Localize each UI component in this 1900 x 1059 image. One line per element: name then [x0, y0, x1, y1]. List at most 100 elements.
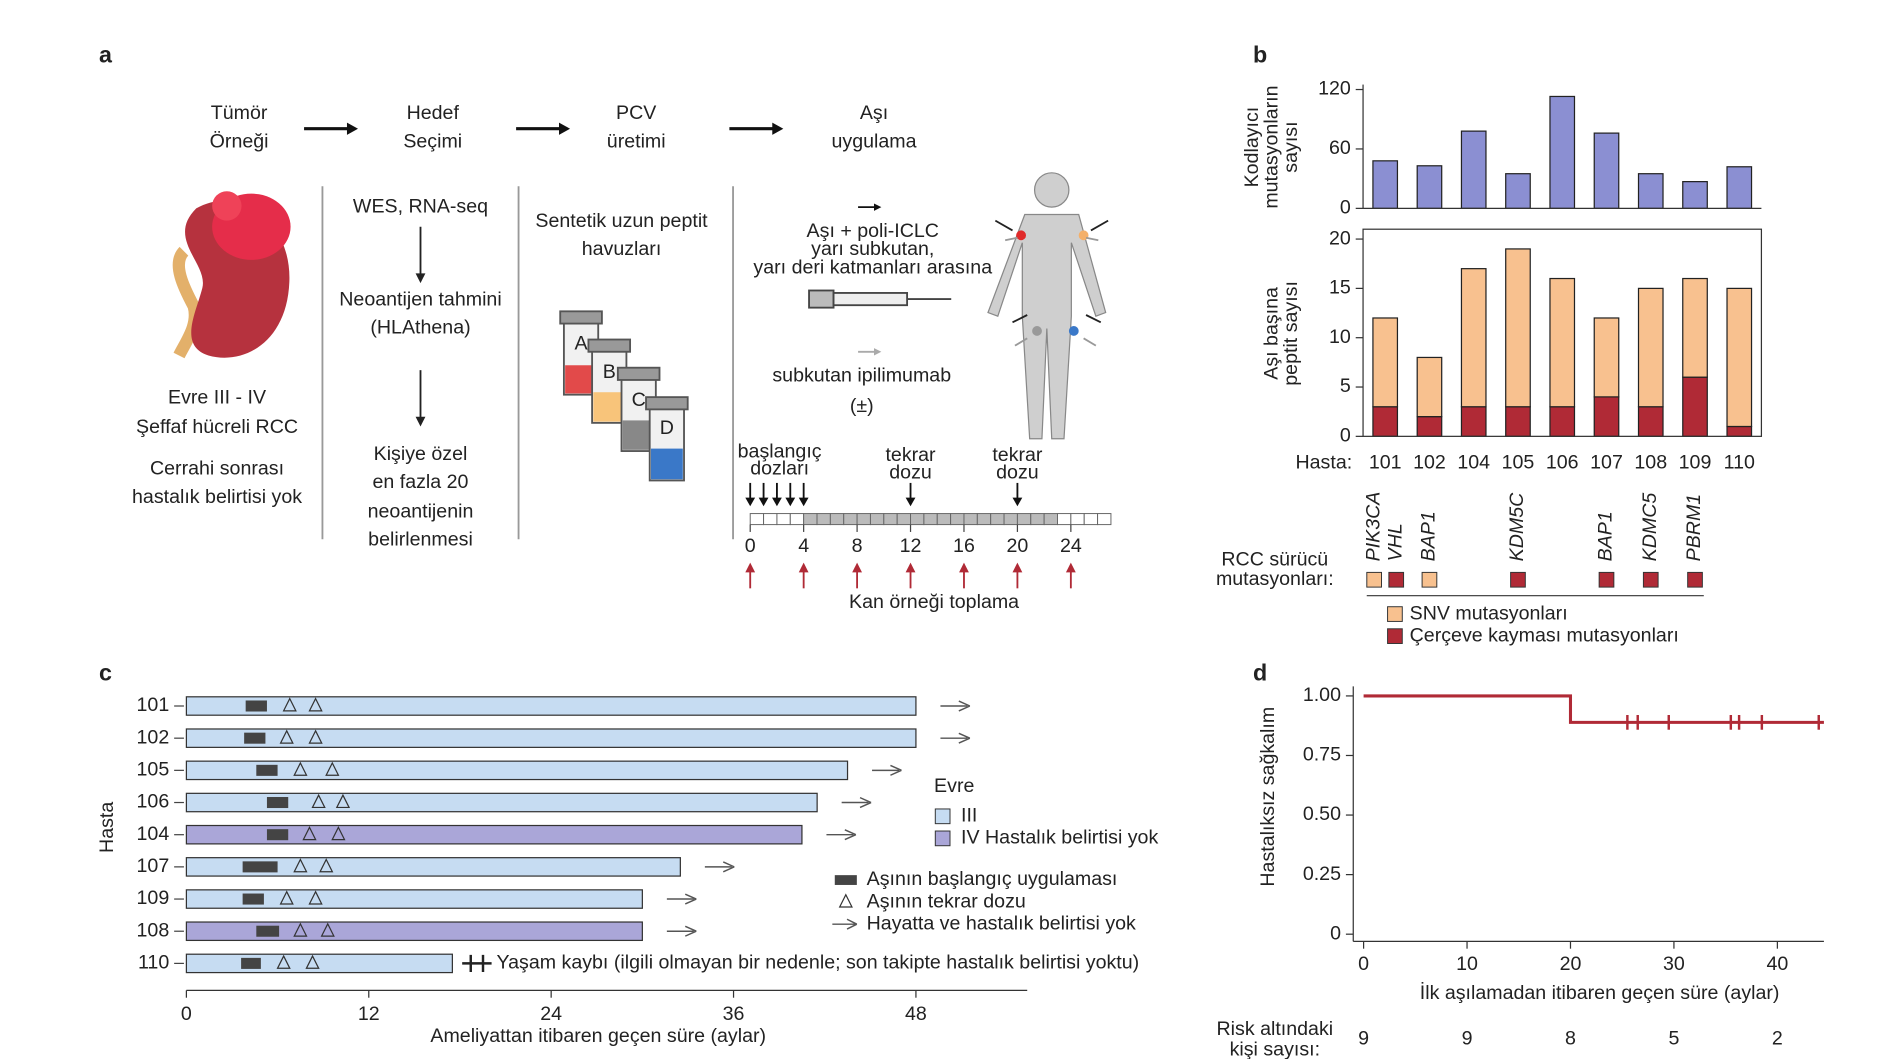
x-tick-label: 36 [723, 1003, 745, 1025]
alive-arrow-head [859, 796, 872, 809]
blood-arrow-head [745, 562, 756, 573]
timeline-cell [910, 513, 925, 526]
x-tick-label: 48 [905, 1003, 927, 1025]
bar-segment [1416, 416, 1443, 437]
boost-mark [320, 922, 335, 937]
driver-marker [1687, 571, 1703, 588]
drivers-label: mutasyonları: [1216, 568, 1334, 590]
y-tick-label: 0 [1330, 922, 1341, 944]
panel-label: d [1253, 659, 1267, 685]
y-tick-label: 10 [1329, 326, 1351, 348]
bar-segment [1460, 406, 1487, 437]
y-axis-label: mutasyonların [1261, 85, 1283, 208]
panel-label: a [99, 42, 113, 68]
blood-arrow-head [905, 562, 916, 573]
y-axis-label: Kodlayıcı [1241, 107, 1263, 188]
selection-text: WES, RNA-seq [353, 195, 488, 217]
y-axis-label: Aşı başına [1261, 287, 1283, 380]
timeline-cell [1043, 513, 1058, 526]
alive-arrow-head [844, 829, 857, 841]
selection-text: en fazla 20 [373, 471, 469, 493]
x-tick-label: 20 [1560, 953, 1582, 975]
alive-arrow-head [684, 925, 697, 937]
bar-segment [1726, 287, 1753, 428]
x-axis-label: İlk aşılamadan itibaren geçen süre (ayla… [1420, 981, 1780, 1004]
row-label: 108 [137, 919, 170, 941]
panel-label: c [99, 659, 112, 685]
human-figure [987, 172, 1109, 440]
bar [185, 728, 917, 748]
driver-marker [1598, 571, 1615, 588]
driver-marker [1366, 571, 1383, 588]
boost-mark [335, 793, 351, 809]
bar-segment [1416, 356, 1443, 418]
selection-text: Kişiye özel [374, 443, 468, 465]
y-axis-label: Hasta [96, 802, 118, 853]
selection-text: (HLAthena) [370, 317, 470, 339]
boost-mark [331, 825, 346, 841]
boost-label: tekrar [885, 444, 936, 466]
alive-arrow-head [958, 700, 971, 712]
y-tick-label: 1.00 [1303, 684, 1341, 706]
x-tick-label: 105 [1502, 452, 1535, 474]
at-risk-count: 9 [1462, 1028, 1473, 1050]
at-risk-count: 5 [1668, 1028, 1679, 1050]
separators [321, 186, 734, 540]
timeline-tick-label: 8 [852, 535, 863, 557]
timeline-cell [950, 513, 965, 526]
x-tick-label: 110 [1724, 452, 1755, 474]
prime-mark [266, 797, 289, 809]
bar-segment [1593, 396, 1620, 437]
timeline-tick-label: 20 [1007, 535, 1029, 557]
bar [185, 953, 453, 974]
driver-gene: VHL [1384, 523, 1406, 561]
bar-segment [1372, 317, 1399, 408]
alive-arrow-head [958, 732, 971, 744]
bar [1416, 165, 1443, 209]
row-label: 109 [137, 887, 170, 909]
y-tick-label: 15 [1329, 277, 1351, 299]
ipilimumab-text: subkutan ipilimumab [772, 364, 951, 386]
legend-label: Aşının tekrar dozu [867, 890, 1026, 912]
y-axis-label: Hastalıksız sağkalım [1257, 707, 1279, 887]
blood-arrow-head [959, 562, 969, 573]
bar-segment [1637, 406, 1664, 437]
x-tick-label: 106 [1546, 452, 1579, 474]
x-tick-label: 30 [1663, 953, 1685, 975]
step-label: PCV [616, 102, 656, 124]
x-tick-label: 12 [358, 1003, 380, 1025]
driver-gene: BAP1 [1595, 511, 1617, 561]
bar-segment [1549, 277, 1576, 408]
timeline-cell [923, 513, 938, 526]
row-label: 105 [137, 759, 170, 781]
driver-marker [1421, 571, 1438, 588]
production-text: Sentetik uzun peptit [535, 210, 708, 232]
timeline-cell [763, 513, 778, 526]
step-label: Örneği [210, 130, 269, 152]
timeline-cell [976, 513, 992, 526]
dose-arrow-head [745, 497, 756, 507]
x-tick-label: 0 [1358, 953, 1369, 975]
legend-swatch [934, 830, 951, 847]
timeline-cell [883, 513, 898, 526]
bar-segment [1637, 287, 1664, 408]
dose-arrow-head [758, 497, 769, 507]
driver-marker [1388, 571, 1405, 588]
blood-label: Kan örneği toplama [849, 591, 1019, 613]
timeline-cell [990, 513, 1005, 526]
selection-text: neoantijenin [368, 501, 474, 523]
death-note: Yaşam kaybı (ilgili olmayan bir nedenle;… [496, 952, 1139, 974]
prime-label: dozları [750, 458, 809, 480]
driver-marker [1510, 571, 1526, 588]
at-risk-count: 9 [1358, 1028, 1369, 1050]
y-tick-label: 0.25 [1303, 863, 1341, 885]
vials [559, 310, 689, 482]
legend-swatch [1387, 628, 1403, 644]
step-label: Seçimi [403, 130, 462, 152]
driver-gene: KDMC5 [1639, 493, 1661, 562]
timeline-tick-label: 12 [900, 535, 922, 557]
syringe [808, 203, 952, 356]
y-tick-label: 0 [1340, 425, 1351, 447]
step-label: Tümör [211, 102, 268, 124]
